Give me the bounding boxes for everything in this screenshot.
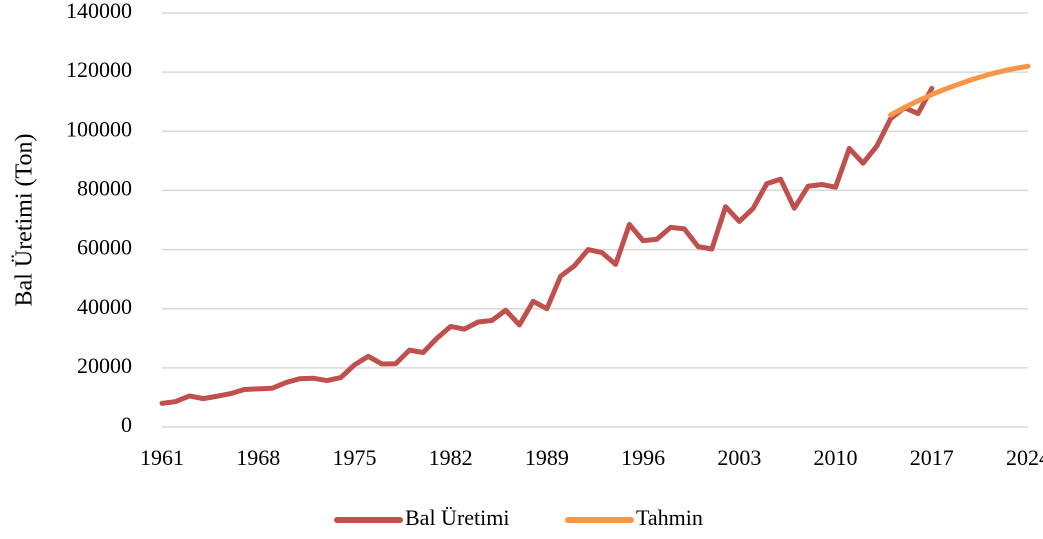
y-tick-label: 40000	[77, 294, 132, 319]
x-tick-label: 1968	[236, 445, 280, 470]
x-tick-label: 1975	[332, 445, 376, 470]
x-tick-label: 2024	[1006, 445, 1043, 470]
y-axis-label: Bal Üretimi (Ton)	[12, 134, 38, 307]
y-tick-label: 100000	[66, 116, 132, 141]
x-tick-label: 1982	[429, 445, 473, 470]
y-tick-label: 120000	[66, 57, 132, 82]
y-tick-label: 80000	[77, 175, 132, 200]
x-tick-label: 1961	[140, 445, 184, 470]
x-tick-label: 2010	[814, 445, 858, 470]
y-tick-label: 20000	[77, 353, 132, 378]
data-line	[888, 63, 1031, 118]
legend-label: Bal Üretimi	[405, 505, 509, 530]
y-tick-label: 0	[121, 412, 132, 437]
data-line	[159, 85, 935, 406]
legend-label: Tahmin	[636, 505, 703, 530]
y-tick-label: 140000	[66, 0, 132, 23]
y-tick-label: 60000	[77, 235, 132, 260]
x-tick-label: 2017	[910, 445, 954, 470]
x-tick-label: 1996	[621, 445, 665, 470]
x-tick-label: 1989	[525, 445, 569, 470]
x-tick-label: 2003	[717, 445, 761, 470]
